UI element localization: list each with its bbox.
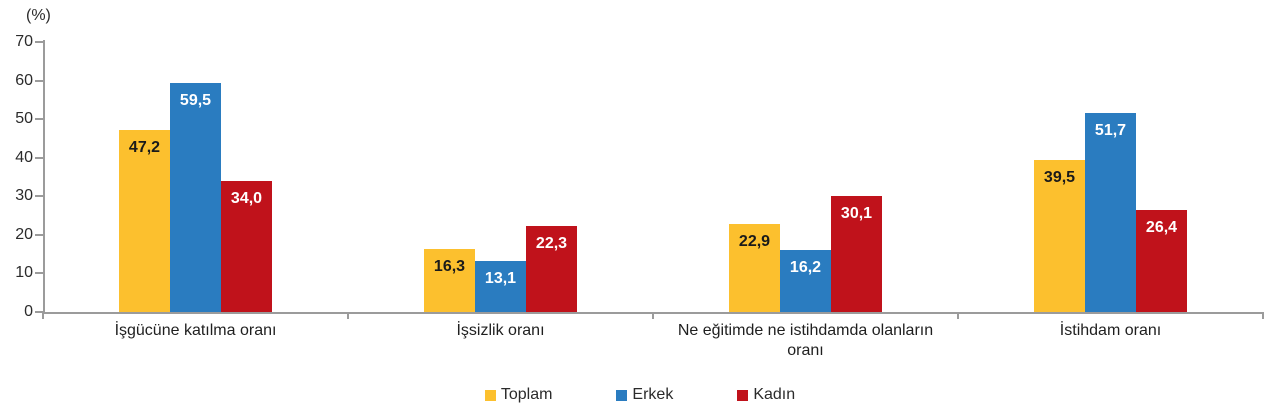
bar-erkek: 51,7 bbox=[1085, 112, 1136, 312]
bar-toplam: 47,2 bbox=[119, 129, 170, 312]
category-label: İşsizlik oranı bbox=[456, 322, 545, 339]
y-tick-mark bbox=[35, 118, 43, 121]
x-tick-mark bbox=[652, 312, 654, 319]
bar-toplam: 16,3 bbox=[424, 249, 475, 312]
bar-value-label: 34,0 bbox=[230, 189, 263, 207]
y-tick-mark bbox=[35, 41, 43, 43]
x-tick-mark bbox=[42, 312, 44, 319]
bar-value-label: 39,5 bbox=[1043, 168, 1076, 186]
y-axis-line bbox=[43, 40, 45, 314]
y-tick-label: 50 bbox=[15, 110, 33, 128]
bar-erkek: 16,2 bbox=[780, 249, 831, 312]
legend-item-erkek: Erkek bbox=[616, 386, 673, 404]
y-tick-label: 40 bbox=[15, 148, 33, 166]
y-tick-label: 30 bbox=[15, 187, 33, 205]
category-label: İşgücüne katılma oranı bbox=[114, 322, 277, 339]
bar-value-label: 22,3 bbox=[535, 234, 568, 252]
bar-kadın: 34,0 bbox=[221, 180, 272, 312]
bar-kadın: 26,4 bbox=[1136, 210, 1187, 312]
y-tick-label: 70 bbox=[15, 33, 33, 50]
bar-erkek: 59,5 bbox=[170, 82, 221, 312]
y-tick-mark bbox=[35, 195, 43, 198]
y-tick-mark bbox=[35, 79, 43, 82]
legend-item-kadın: Kadın bbox=[737, 386, 795, 404]
category-label: İstihdam oranı bbox=[1059, 322, 1162, 339]
legend-label: Toplam bbox=[500, 386, 553, 403]
legend-label: Kadın bbox=[753, 386, 796, 403]
legend: Toplam Erkek Kadın bbox=[0, 386, 1280, 404]
y-tick-mark bbox=[35, 233, 43, 236]
y-tick-label: 20 bbox=[15, 225, 33, 243]
legend-swatch-icon bbox=[484, 389, 496, 401]
bar-kadın: 30,1 bbox=[831, 195, 882, 312]
y-tick-mark bbox=[35, 156, 43, 159]
bar-value-label: 30,1 bbox=[840, 204, 873, 222]
bar-erkek: 13,1 bbox=[475, 261, 526, 312]
legend-swatch-icon bbox=[616, 389, 628, 401]
y-axis-unit-label: (%) bbox=[26, 7, 51, 24]
bar-value-label: 59,5 bbox=[179, 91, 212, 109]
y-tick-mark bbox=[35, 272, 43, 275]
bar-value-label: 47,2 bbox=[128, 138, 161, 156]
x-tick-mark bbox=[957, 312, 959, 319]
y-tick-label: 0 bbox=[24, 303, 33, 320]
legend-item-toplam: Toplam bbox=[484, 386, 553, 404]
bar-value-label: 16,3 bbox=[433, 258, 466, 276]
legend-label: Erkek bbox=[632, 386, 674, 403]
category-label: Ne eğitimde ne istihdamda olanların oran… bbox=[677, 322, 934, 359]
bar-value-label: 26,4 bbox=[1145, 219, 1178, 237]
x-tick-mark bbox=[347, 312, 349, 319]
y-tick-mark bbox=[35, 311, 43, 313]
y-tick-label: 10 bbox=[15, 264, 33, 282]
bar-toplam: 22,9 bbox=[729, 223, 780, 312]
legend-swatch-icon bbox=[737, 389, 749, 401]
bar-kadın: 22,3 bbox=[526, 225, 577, 312]
bar-value-label: 22,9 bbox=[738, 232, 771, 250]
bar-toplam: 39,5 bbox=[1034, 159, 1085, 312]
bar-value-label: 51,7 bbox=[1094, 121, 1127, 139]
x-tick-mark bbox=[1262, 312, 1264, 319]
bar-value-label: 16,2 bbox=[789, 258, 822, 276]
y-tick-label: 60 bbox=[15, 71, 33, 89]
bar-value-label: 13,1 bbox=[484, 270, 517, 288]
